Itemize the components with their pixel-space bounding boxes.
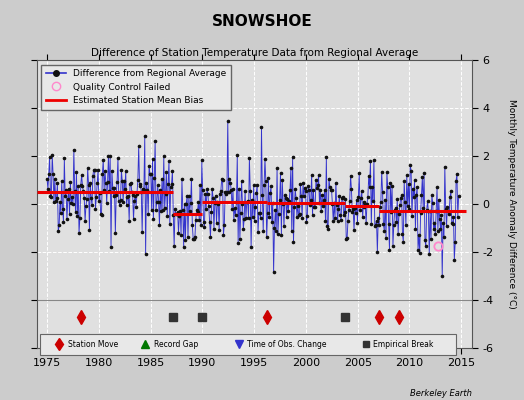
Title: Difference of Station Temperature Data from Regional Average: Difference of Station Temperature Data f…: [91, 48, 418, 58]
Text: Station Move: Station Move: [68, 340, 118, 349]
Text: Empirical Break: Empirical Break: [373, 340, 433, 349]
Y-axis label: Monthly Temperature Anomaly Difference (°C): Monthly Temperature Anomaly Difference (…: [507, 99, 516, 309]
Legend: Difference from Regional Average, Quality Control Failed, Estimated Station Mean: Difference from Regional Average, Qualit…: [41, 64, 231, 110]
FancyBboxPatch shape: [40, 334, 456, 355]
Text: Time of Obs. Change: Time of Obs. Change: [247, 340, 326, 349]
Text: SNOWSHOE: SNOWSHOE: [212, 14, 312, 29]
Text: Record Gap: Record Gap: [154, 340, 198, 349]
Text: Berkeley Earth: Berkeley Earth: [410, 389, 472, 398]
